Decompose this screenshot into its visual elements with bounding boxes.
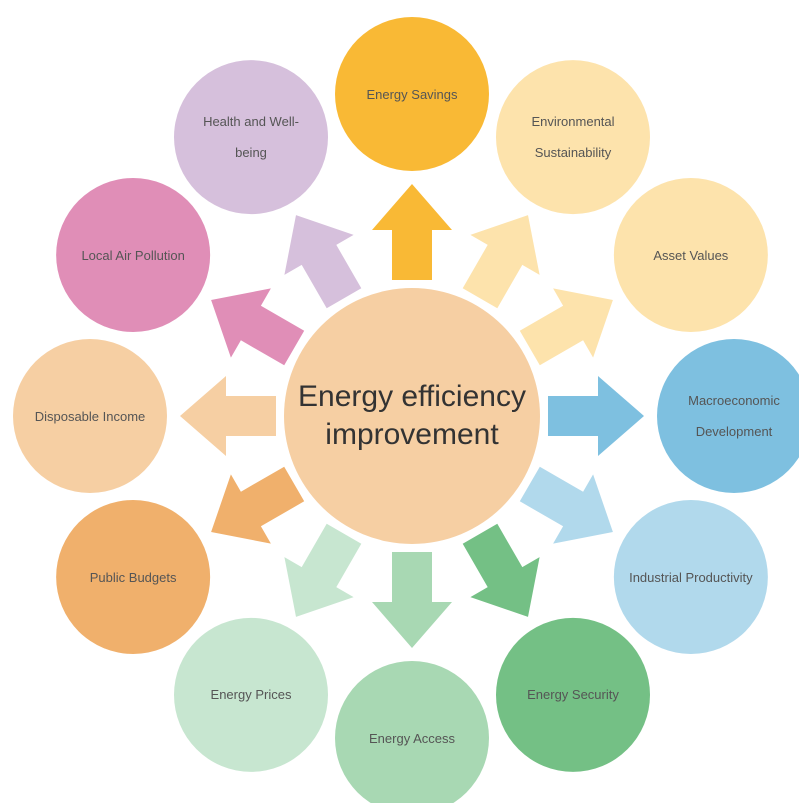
node-label: Health and Well-being bbox=[203, 114, 299, 161]
node-label: Industrial Productivity bbox=[629, 569, 753, 585]
arrow bbox=[462, 523, 540, 617]
arrow bbox=[462, 215, 540, 309]
node-circle bbox=[13, 339, 167, 493]
arrow bbox=[548, 376, 644, 456]
arrow bbox=[284, 215, 362, 309]
node-label: Asset Values bbox=[653, 247, 729, 263]
arrow bbox=[211, 466, 305, 544]
node-circle bbox=[613, 500, 768, 654]
node-label: Macroeconomic Development bbox=[688, 393, 780, 439]
node-label: Public Budgets bbox=[89, 569, 177, 585]
node-circle bbox=[335, 661, 489, 803]
node-label: Energy Savings bbox=[366, 86, 458, 102]
node-circle bbox=[496, 617, 650, 772]
node-circle bbox=[613, 178, 768, 332]
center-circle bbox=[284, 288, 540, 544]
arrow bbox=[284, 523, 362, 617]
arrow bbox=[180, 376, 276, 456]
node-label: Energy Access bbox=[369, 730, 455, 746]
node-circle bbox=[56, 178, 211, 332]
node-circle bbox=[174, 60, 328, 215]
node-circle bbox=[56, 500, 211, 654]
arrow bbox=[372, 552, 452, 648]
arrow bbox=[519, 466, 613, 544]
node-circle bbox=[496, 60, 650, 215]
arrow bbox=[519, 288, 613, 366]
node-label: Energy Prices bbox=[210, 687, 292, 703]
node-circle bbox=[174, 617, 328, 772]
node-label: Environmental Sustainability bbox=[531, 114, 615, 161]
node-circle bbox=[335, 17, 489, 171]
node-label: Disposable Income bbox=[34, 408, 146, 424]
node-label: Local Air Pollution bbox=[81, 247, 185, 263]
arrow bbox=[211, 288, 305, 366]
node-label: Energy Security bbox=[527, 687, 619, 703]
center-label: Energy efficiency improvement bbox=[298, 380, 526, 451]
arrow bbox=[372, 184, 452, 280]
node-circle bbox=[657, 339, 799, 493]
